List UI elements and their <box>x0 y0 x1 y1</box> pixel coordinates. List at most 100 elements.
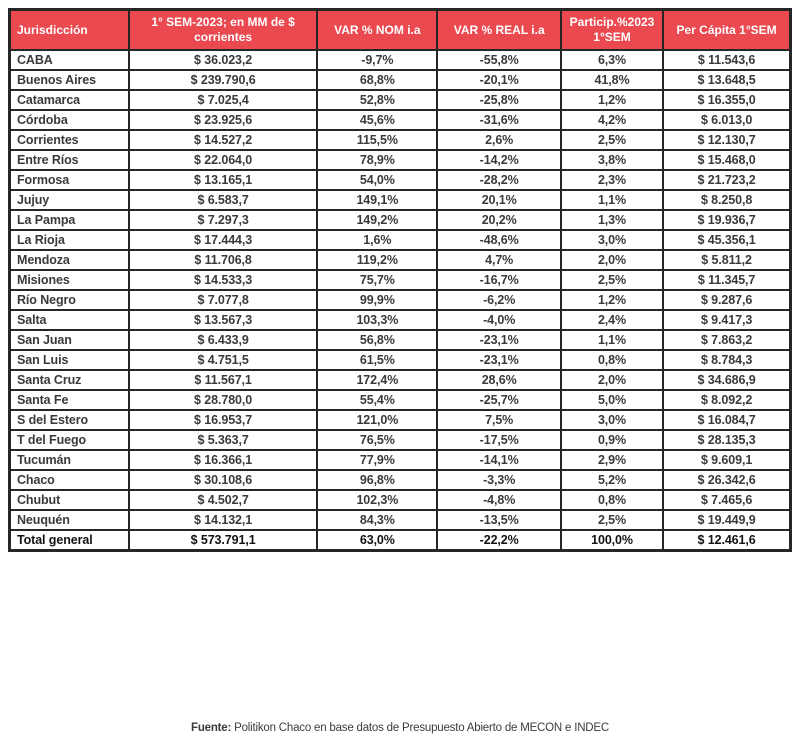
jurisdiccion-cell: Santa Cruz <box>8 369 130 391</box>
jurisdiccion-cell: Chubut <box>8 489 130 511</box>
per-capita-cell: $ 11.543,6 <box>662 49 792 71</box>
jurisdiccion-cell: La Rioja <box>8 229 130 251</box>
per-capita-cell: $ 8.092,2 <box>662 389 792 411</box>
jurisdiccion-cell: Salta <box>8 309 130 331</box>
jurisdiccion-cell: Mendoza <box>8 249 130 271</box>
var-real-cell: -31,6% <box>436 109 562 131</box>
total-var-nom-cell: 63,0% <box>316 529 439 552</box>
var-real-cell: -4,8% <box>436 489 562 511</box>
per-capita-cell: $ 26.342,6 <box>662 469 792 491</box>
per-capita-cell: $ 8.784,3 <box>662 349 792 371</box>
jurisdiccion-cell: Catamarca <box>8 89 130 111</box>
particip-cell: 1,1% <box>559 329 665 351</box>
header-row: Jurisdicción 1° SEM-2023; en MM de $ cor… <box>8 8 792 51</box>
particip-cell: 3,0% <box>559 409 665 431</box>
amount-cell: $ 239.790,6 <box>127 69 319 91</box>
budget-table-container: Jurisdicción 1° SEM-2023; en MM de $ cor… <box>8 8 792 552</box>
total-label-cell: Total general <box>8 529 130 552</box>
table-row: Jujuy $ 6.583,7 149,1% 20,1% 1,1% $ 8.25… <box>8 189 792 211</box>
table-row: T del Fuego $ 5.363,7 76,5% -17,5% 0,9% … <box>8 429 792 451</box>
table-row: Santa Fe $ 28.780,0 55,4% -25,7% 5,0% $ … <box>8 389 792 411</box>
jurisdiccion-cell: Córdoba <box>8 109 130 131</box>
amount-cell: $ 7.297,3 <box>127 209 319 231</box>
jurisdiccion-cell: San Juan <box>8 329 130 351</box>
jurisdiccion-cell: Buenos Aires <box>8 69 130 91</box>
table-row: Santa Cruz $ 11.567,1 172,4% 28,6% 2,0% … <box>8 369 792 391</box>
table-total: Total general $ 573.791,1 63,0% -22,2% 1… <box>8 529 792 552</box>
var-real-cell: -6,2% <box>436 289 562 311</box>
total-particip-cell: 100,0% <box>559 529 665 552</box>
per-capita-cell: $ 9.609,1 <box>662 449 792 471</box>
table-row: Tucumán $ 16.366,1 77,9% -14,1% 2,9% $ 9… <box>8 449 792 471</box>
column-header-var-real: VAR % REAL i.a <box>436 8 562 51</box>
jurisdiccion-cell: Santa Fe <box>8 389 130 411</box>
amount-cell: $ 5.363,7 <box>127 429 319 451</box>
per-capita-cell: $ 8.250,8 <box>662 189 792 211</box>
per-capita-cell: $ 34.686,9 <box>662 369 792 391</box>
per-capita-cell: $ 28.135,3 <box>662 429 792 451</box>
var-real-cell: -14,1% <box>436 449 562 471</box>
table-row: Misiones $ 14.533,3 75,7% -16,7% 2,5% $ … <box>8 269 792 291</box>
var-nom-cell: 55,4% <box>316 389 439 411</box>
per-capita-cell: $ 19.936,7 <box>662 209 792 231</box>
table-row: Córdoba $ 23.925,6 45,6% -31,6% 4,2% $ 6… <box>8 109 792 131</box>
particip-cell: 4,2% <box>559 109 665 131</box>
table-row: CABA $ 36.023,2 -9,7% -55,8% 6,3% $ 11.5… <box>8 49 792 71</box>
var-nom-cell: -9,7% <box>316 49 439 71</box>
table-row: Río Negro $ 7.077,8 99,9% -6,2% 1,2% $ 9… <box>8 289 792 311</box>
jurisdiccion-cell: La Pampa <box>8 209 130 231</box>
table-row: Chaco $ 30.108,6 96,8% -3,3% 5,2% $ 26.3… <box>8 469 792 491</box>
particip-cell: 1,2% <box>559 89 665 111</box>
table-row: Entre Ríos $ 22.064,0 78,9% -14,2% 3,8% … <box>8 149 792 171</box>
var-nom-cell: 56,8% <box>316 329 439 351</box>
var-nom-cell: 99,9% <box>316 289 439 311</box>
jurisdiccion-cell: Río Negro <box>8 289 130 311</box>
var-real-cell: -17,5% <box>436 429 562 451</box>
particip-cell: 5,2% <box>559 469 665 491</box>
particip-cell: 2,9% <box>559 449 665 471</box>
jurisdiccion-cell: Chaco <box>8 469 130 491</box>
amount-cell: $ 14.527,2 <box>127 129 319 151</box>
amount-cell: $ 28.780,0 <box>127 389 319 411</box>
particip-cell: 2,3% <box>559 169 665 191</box>
particip-cell: 2,5% <box>559 509 665 531</box>
table-row: La Pampa $ 7.297,3 149,2% 20,2% 1,3% $ 1… <box>8 209 792 231</box>
table-row: San Juan $ 6.433,9 56,8% -23,1% 1,1% $ 7… <box>8 329 792 351</box>
particip-cell: 0,8% <box>559 489 665 511</box>
var-nom-cell: 172,4% <box>316 369 439 391</box>
amount-cell: $ 4.502,7 <box>127 489 319 511</box>
var-nom-cell: 84,3% <box>316 509 439 531</box>
per-capita-cell: $ 15.468,0 <box>662 149 792 171</box>
particip-cell: 2,5% <box>559 269 665 291</box>
particip-cell: 0,8% <box>559 349 665 371</box>
particip-cell: 2,0% <box>559 249 665 271</box>
column-header-jurisdiccion: Jurisdicción <box>8 8 130 51</box>
per-capita-cell: $ 16.084,7 <box>662 409 792 431</box>
table-row: Neuquén $ 14.132,1 84,3% -13,5% 2,5% $ 1… <box>8 509 792 531</box>
amount-cell: $ 13.567,3 <box>127 309 319 331</box>
per-capita-cell: $ 7.863,2 <box>662 329 792 351</box>
per-capita-cell: $ 11.345,7 <box>662 269 792 291</box>
var-nom-cell: 45,6% <box>316 109 439 131</box>
per-capita-cell: $ 9.417,3 <box>662 309 792 331</box>
amount-cell: $ 23.925,6 <box>127 109 319 131</box>
amount-cell: $ 16.366,1 <box>127 449 319 471</box>
jurisdiccion-cell: S del Estero <box>8 409 130 431</box>
source-note-text: Politikon Chaco en base datos de Presupu… <box>231 722 609 734</box>
var-nom-cell: 149,1% <box>316 189 439 211</box>
amount-cell: $ 6.433,9 <box>127 329 319 351</box>
particip-cell: 2,0% <box>559 369 665 391</box>
amount-cell: $ 30.108,6 <box>127 469 319 491</box>
table-row: Formosa $ 13.165,1 54,0% -28,2% 2,3% $ 2… <box>8 169 792 191</box>
particip-cell: 0,9% <box>559 429 665 451</box>
var-nom-cell: 103,3% <box>316 309 439 331</box>
var-nom-cell: 115,5% <box>316 129 439 151</box>
var-real-cell: 4,7% <box>436 249 562 271</box>
per-capita-cell: $ 6.013,0 <box>662 109 792 131</box>
per-capita-cell: $ 9.287,6 <box>662 289 792 311</box>
jurisdiccion-cell: CABA <box>8 49 130 71</box>
var-real-cell: -13,5% <box>436 509 562 531</box>
per-capita-cell: $ 5.811,2 <box>662 249 792 271</box>
var-real-cell: -20,1% <box>436 69 562 91</box>
var-real-cell: 20,2% <box>436 209 562 231</box>
